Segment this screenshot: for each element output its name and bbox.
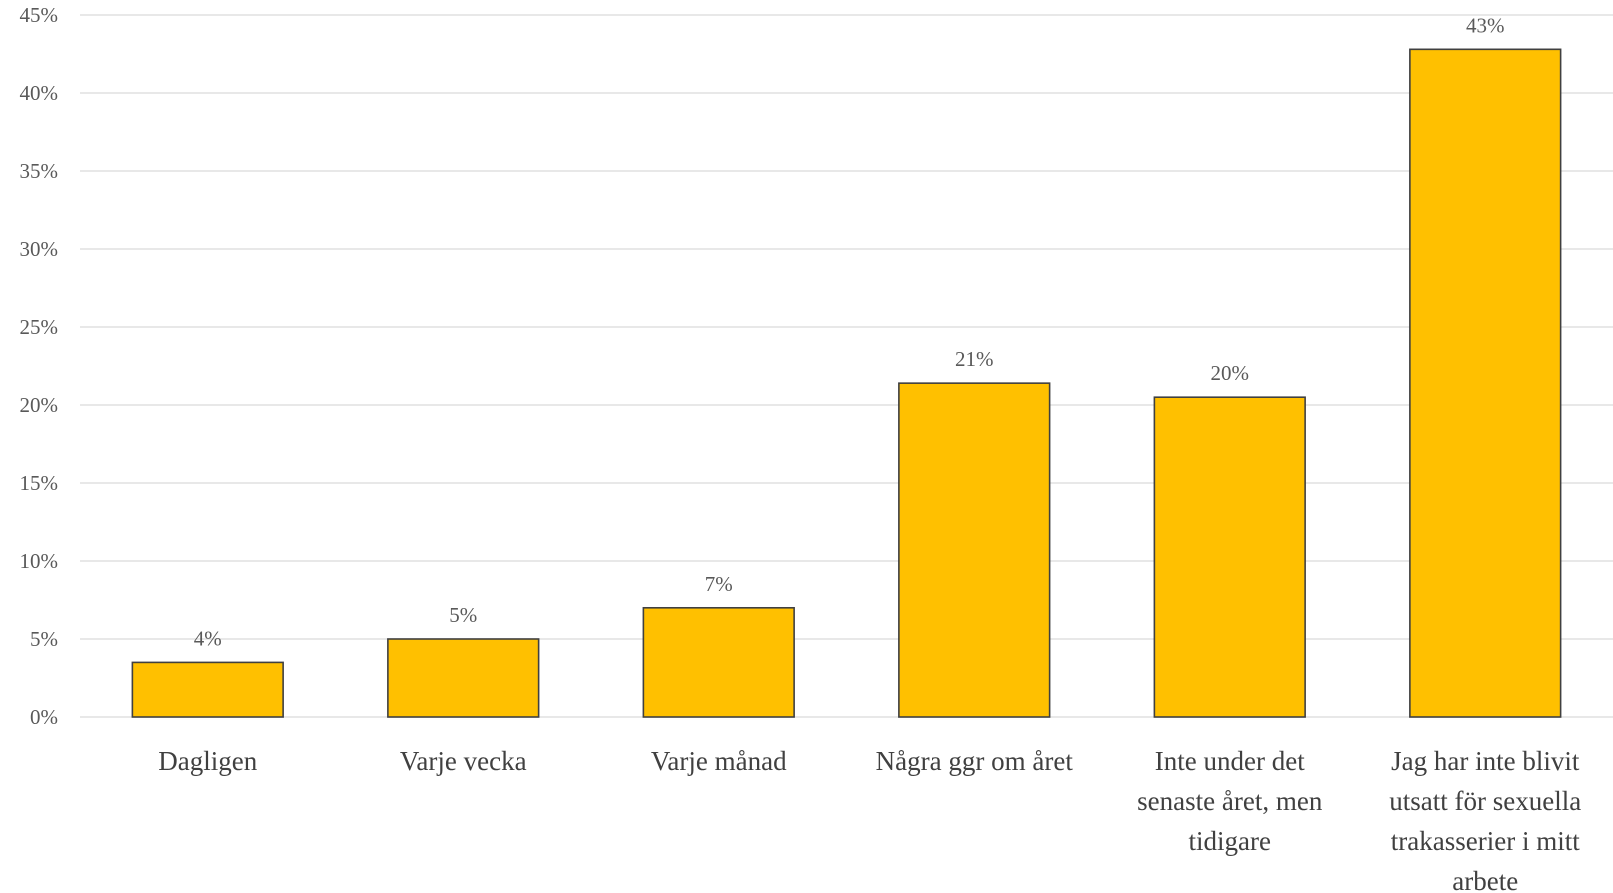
category-label: arbete xyxy=(1452,866,1518,893)
bar xyxy=(1153,396,1306,718)
category-labels: Dagligen Varje vecka Varje månad Några ggr … xyxy=(158,746,1581,893)
category-label: tidigare xyxy=(1189,826,1271,856)
data-label: 43% xyxy=(1466,13,1505,37)
category-label: Dagligen xyxy=(158,746,257,776)
y-tick-label: 40% xyxy=(20,81,59,105)
data-label: 21% xyxy=(955,347,994,371)
data-label: 20% xyxy=(1211,361,1250,385)
y-axis-tick-labels: 0% 5% 10% 15% 20% 25% 30% 35% 40% 45% xyxy=(20,3,59,729)
category-label: Varje månad xyxy=(651,746,787,776)
y-tick-label: 0% xyxy=(30,705,58,729)
y-tick-label: 35% xyxy=(20,159,59,183)
bars xyxy=(131,48,1562,718)
y-tick-label: 10% xyxy=(20,549,59,573)
data-label: 5% xyxy=(449,603,477,627)
y-tick-label: 25% xyxy=(20,315,59,339)
y-tick-label: 45% xyxy=(20,3,59,27)
category-label: senaste året, men xyxy=(1137,786,1323,816)
bar xyxy=(898,382,1051,718)
data-label: 7% xyxy=(705,572,733,596)
category-label: Inte under det xyxy=(1155,746,1305,776)
gridlines xyxy=(80,14,1613,718)
category-label: utsatt för sexuella xyxy=(1389,786,1581,816)
bar xyxy=(1409,48,1562,718)
category-label: Några ggr om året xyxy=(876,746,1074,776)
bar xyxy=(131,661,284,718)
data-labels: 4% 5% 7% 21% 20% 43% xyxy=(194,13,1505,650)
y-tick-label: 30% xyxy=(20,237,59,261)
bar xyxy=(642,606,795,718)
category-label: trakasserier i mitt xyxy=(1391,826,1580,856)
y-tick-label: 15% xyxy=(20,471,59,495)
category-label: Jag har inte blivit xyxy=(1391,746,1580,776)
bar xyxy=(387,638,540,718)
y-tick-label: 20% xyxy=(20,393,59,417)
data-label: 4% xyxy=(194,626,222,650)
category-label: Varje vecka xyxy=(400,746,527,776)
y-tick-label: 5% xyxy=(30,627,58,651)
